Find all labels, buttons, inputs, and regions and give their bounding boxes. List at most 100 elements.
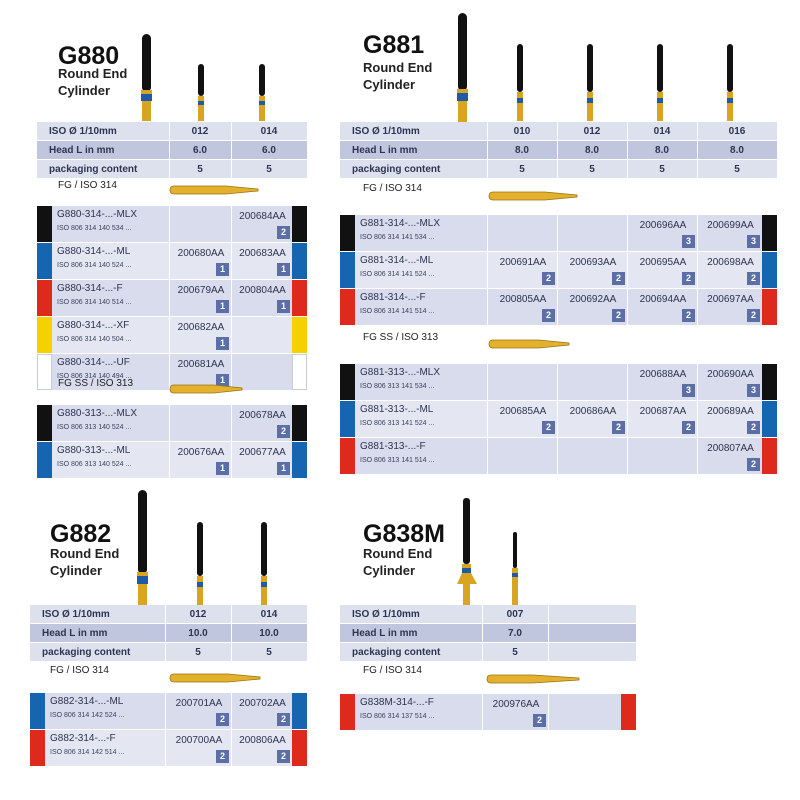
red-color-band	[762, 289, 777, 325]
blue-color-band	[37, 243, 52, 279]
ref-cell: 200699AA 3	[697, 215, 778, 251]
spec-value: 007	[482, 605, 549, 624]
packaging-badge: 3	[682, 384, 695, 397]
table-row: G838M-314-...-F ISO 806 314 137 514 ... 20…	[340, 694, 636, 731]
order-number: 200700AA	[175, 735, 223, 746]
order-number: 200688AA	[639, 369, 687, 380]
ref-cell: 200806AA 2	[231, 730, 308, 766]
spec-label: Head L in mm	[30, 623, 166, 643]
product-code: G880-314-...-MLX	[57, 209, 138, 220]
spec-value: 6.0	[169, 140, 232, 160]
bur-small-icon	[512, 532, 518, 605]
ref-cell	[169, 206, 232, 242]
spec-label: ISO Ø 1/10mm	[30, 605, 166, 624]
ref-cell	[627, 438, 698, 474]
spec-value: 014	[231, 605, 308, 624]
product-code: G838M-314-...-F	[360, 697, 434, 708]
iso-number: ISO 806 314 141 514 ...	[360, 308, 435, 315]
packaging-badge: 1	[216, 337, 229, 350]
spec-row: ISO Ø 1/10mm 007	[340, 605, 637, 624]
ref-cell: 200695AA 2	[627, 252, 698, 288]
spec-label: packaging content	[340, 642, 483, 662]
packaging-badge: 3	[747, 235, 760, 248]
spec-label: Head L in mm	[340, 623, 483, 643]
spec-value	[548, 623, 637, 643]
product-code: G882-314-...-F	[50, 733, 116, 744]
packaging-badge: 2	[533, 714, 546, 727]
packaging-badge: 1	[216, 263, 229, 276]
g880-title: G880	[58, 42, 120, 70]
table-row: G881-313-...-F ISO 806 313 141 514 ... 200…	[340, 438, 777, 475]
bur-large-icon	[457, 498, 477, 605]
ref-cell	[557, 364, 628, 400]
ref-cell: 200687AA 2	[627, 401, 698, 437]
spec-label: Head L in mm	[340, 140, 488, 160]
bur-large-icon	[141, 34, 152, 121]
ref-cell	[548, 694, 637, 730]
order-number: 200701AA	[175, 698, 223, 709]
product-code: G881-314-...-ML	[360, 255, 434, 266]
spec-row: Head L in mm 7.0	[340, 623, 637, 643]
table-row: G881-313-...-MLX ISO 806 313 141 534 ... 2…	[340, 364, 777, 401]
blue-color-band	[292, 442, 307, 478]
spec-value	[548, 642, 637, 662]
blue-color-band	[292, 693, 307, 729]
order-number: 200695AA	[639, 257, 687, 268]
packaging-badge: 2	[747, 272, 760, 285]
packaging-badge: 2	[542, 309, 555, 322]
order-number: 200679AA	[177, 285, 225, 296]
ref-cell: 200807AA 2	[697, 438, 778, 474]
spec-value: 5	[231, 642, 308, 662]
iso-number: ISO 806 313 141 524 ...	[360, 420, 435, 427]
ref-cell: 200691AA 2	[487, 252, 558, 288]
g881-spec-table: ISO Ø 1/10mm 010 012 014 016 Head L in mm 8.0 8…	[340, 122, 778, 179]
red-color-band	[340, 289, 355, 325]
spec-row: ISO Ø 1/10mm 012 014	[37, 122, 308, 141]
spec-value: 5	[487, 159, 558, 179]
red-color-band	[292, 730, 307, 766]
bur-small-icon	[517, 44, 523, 121]
packaging-badge: 1	[216, 300, 229, 313]
black-color-band	[292, 206, 307, 242]
white-color-band	[292, 354, 307, 390]
spec-value: 014	[231, 122, 308, 141]
spec-row: packaging content 5 5	[37, 159, 308, 179]
ref-cell: 200684AA 2	[231, 206, 308, 242]
iso-number: ISO 806 314 140 524 ...	[57, 262, 132, 269]
spec-value: 5	[231, 159, 308, 179]
yellow-color-band	[37, 317, 52, 353]
product-code: G880-313-...-MLX	[57, 408, 138, 419]
black-color-band	[292, 405, 307, 441]
bur-side-icon	[169, 384, 243, 394]
order-number: 200680AA	[177, 248, 225, 259]
order-number: 200683AA	[239, 248, 286, 259]
iso-number: ISO 806 314 140 514 ...	[57, 299, 132, 306]
table-row: G881-314-...-ML ISO 806 314 141 524 ... 20…	[340, 252, 777, 289]
ref-cell	[231, 354, 308, 390]
table-row: G880-314-...-F ISO 806 314 140 514 ... 200…	[37, 280, 307, 317]
ref-cell	[169, 405, 232, 441]
g881-fgss-grid: G881-313-...-MLX ISO 806 313 141 534 ... 2…	[340, 364, 777, 475]
order-number: 200702AA	[239, 698, 286, 709]
table-row: G880-314-...-ML ISO 806 314 140 524 ... 20…	[37, 243, 307, 280]
spec-label: packaging content	[340, 159, 488, 179]
ref-cell	[487, 364, 558, 400]
blue-color-band	[30, 693, 45, 729]
black-color-band	[340, 364, 355, 400]
g838m-title: G838M	[363, 520, 445, 548]
packaging-badge: 2	[277, 750, 290, 763]
spec-value: 5	[482, 642, 549, 662]
g880-spec-table: ISO Ø 1/10mm 012 014 Head L in mm 6.0 6.0 pack…	[37, 122, 308, 179]
g880-subtitle: Round End Cylinder	[58, 66, 128, 98]
packaging-badge: 2	[277, 713, 290, 726]
packaging-badge: 2	[277, 425, 290, 438]
packaging-badge: 1	[277, 263, 290, 276]
ref-cell	[487, 438, 558, 474]
ref-cell: 200697AA 2	[697, 289, 778, 325]
packaging-badge: 2	[612, 309, 625, 322]
spec-row: packaging content 5 5 5 5	[340, 159, 778, 179]
table-row: G881-314-...-F ISO 806 314 141 514 ... 200…	[340, 289, 777, 326]
spec-value: 5	[697, 159, 778, 179]
red-color-band	[340, 438, 355, 474]
order-number: 200689AA	[707, 406, 754, 417]
